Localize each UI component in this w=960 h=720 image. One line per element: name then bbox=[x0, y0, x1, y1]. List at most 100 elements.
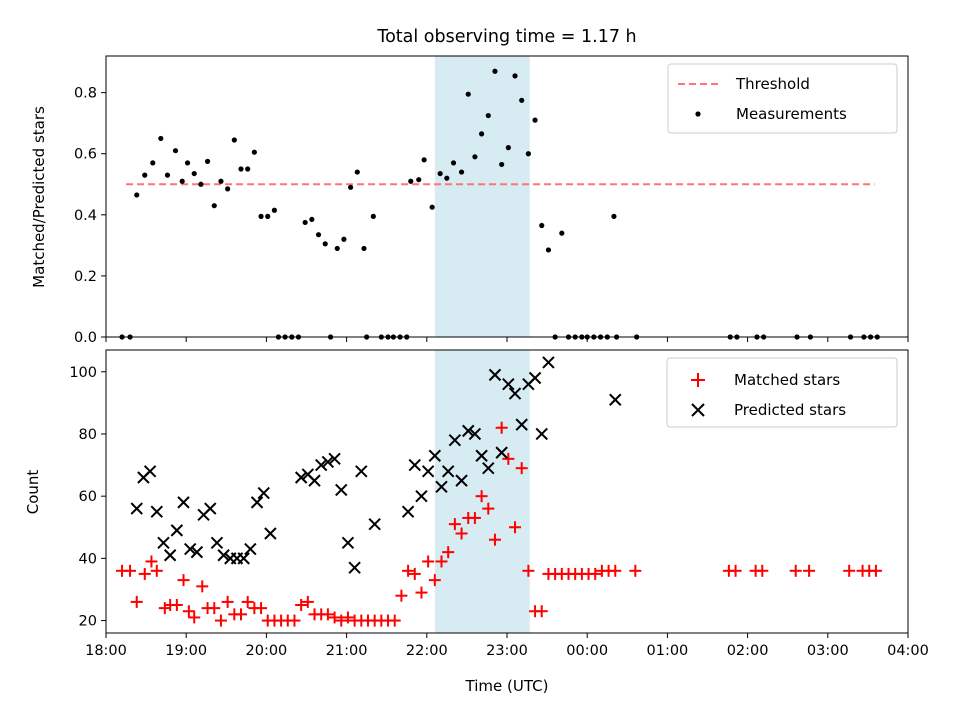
measurement-point bbox=[437, 170, 443, 177]
predicted-star-point bbox=[495, 446, 508, 459]
matched-star-point bbox=[488, 533, 501, 546]
predicted-star-point bbox=[408, 458, 421, 472]
predicted-star-point bbox=[508, 387, 522, 400]
measurement-point bbox=[245, 166, 251, 172]
measurement-point bbox=[505, 145, 511, 151]
matched-star-point bbox=[388, 614, 401, 627]
predicted-star-point bbox=[542, 356, 555, 369]
measurement-point bbox=[485, 112, 491, 119]
measurement-point bbox=[611, 213, 617, 219]
matched-star-point bbox=[448, 518, 461, 531]
measurement-point bbox=[184, 160, 191, 166]
measurement-point bbox=[315, 232, 322, 238]
predicted-star-point bbox=[348, 561, 361, 574]
predicted-star-point bbox=[170, 524, 184, 537]
x-tick-label: 00:00 bbox=[566, 643, 608, 659]
measurement-point bbox=[525, 151, 531, 157]
legend-predicted-label: Predicted stars bbox=[734, 401, 846, 419]
bottom-legend: Matched stars Predicted stars bbox=[666, 357, 898, 428]
measurement-point bbox=[416, 177, 422, 183]
measurement-point bbox=[559, 230, 565, 236]
predicted-star-point bbox=[190, 545, 204, 559]
predicted-star-point bbox=[355, 465, 368, 478]
x-tick-label: 01:00 bbox=[647, 643, 689, 659]
top-shaded-span bbox=[434, 56, 530, 337]
predicted-star-point bbox=[428, 449, 442, 462]
measurement-point bbox=[191, 170, 197, 177]
measurement-point bbox=[408, 178, 414, 184]
matched-star-point bbox=[177, 574, 190, 587]
measurement-point bbox=[309, 216, 315, 223]
predicted-star-point bbox=[264, 527, 277, 540]
bottom-y-ticks: 20 40 60 80 100 bbox=[69, 365, 106, 630]
predicted-star-point bbox=[157, 536, 170, 550]
x-tick-label: 04:00 bbox=[887, 643, 929, 659]
predicted-star-point bbox=[462, 424, 475, 438]
matched-star-point bbox=[395, 589, 408, 602]
predicted-star-point bbox=[475, 449, 488, 462]
measurement-point bbox=[499, 161, 505, 168]
measurement-point bbox=[492, 68, 498, 74]
matched-star-point bbox=[442, 546, 455, 559]
measurement-point bbox=[164, 172, 171, 178]
bottom-y-tick-label: 40 bbox=[79, 551, 97, 567]
predicted-star-point bbox=[341, 536, 355, 550]
measurement-point bbox=[472, 154, 478, 160]
measurement-point bbox=[361, 245, 367, 252]
predicted-star-point bbox=[294, 471, 308, 484]
legend-predicted-swatch bbox=[691, 403, 705, 417]
measurement-point bbox=[150, 160, 156, 166]
measurement-point bbox=[545, 247, 552, 253]
matched-star-point bbox=[455, 527, 468, 540]
predicted-star-point bbox=[321, 455, 335, 469]
bottom-y-tick-label: 80 bbox=[79, 427, 97, 443]
matched-star-point bbox=[221, 595, 234, 608]
predicted-star-point bbox=[257, 486, 270, 500]
predicted-star-point bbox=[368, 517, 381, 531]
predicted-star-point bbox=[401, 505, 415, 518]
matched-star-point bbox=[609, 564, 622, 577]
matched-star-point bbox=[435, 555, 448, 568]
measurement-point bbox=[134, 192, 140, 198]
measurement-point bbox=[465, 91, 471, 97]
predicted-star-point bbox=[468, 427, 482, 441]
legend-threshold-label: Threshold bbox=[735, 75, 810, 93]
measurement-point bbox=[334, 245, 340, 252]
predicted-star-point bbox=[204, 502, 217, 515]
predicted-star-point bbox=[435, 480, 448, 494]
measurement-point bbox=[172, 148, 179, 154]
legend-matched-swatch bbox=[691, 373, 705, 387]
predicted-star-point bbox=[441, 465, 455, 478]
predicted-star-point bbox=[150, 505, 164, 518]
x-tick-label: 03:00 bbox=[807, 643, 849, 659]
matched-star-point bbox=[235, 608, 248, 621]
matched-star-point bbox=[402, 564, 415, 577]
matched-star-point bbox=[145, 555, 158, 568]
matched-star-point bbox=[509, 521, 522, 534]
measurement-point bbox=[348, 184, 354, 190]
x-tick-label: 20:00 bbox=[246, 643, 288, 659]
measurement-point bbox=[198, 181, 204, 187]
legend-measurement-label: Measurements bbox=[736, 105, 847, 123]
predicted-star-point bbox=[535, 427, 548, 441]
top-legend-frame bbox=[667, 63, 898, 134]
measurement-point bbox=[258, 213, 264, 219]
predicted-star-point bbox=[328, 452, 341, 466]
matched-star-point bbox=[138, 567, 151, 580]
bottom-panel: 20 40 60 80 100 18:00 19:00 20:00 21:00 22:00 23:… bbox=[24, 349, 929, 695]
matched-star-point bbox=[729, 564, 742, 577]
x-tick-label: 23:00 bbox=[486, 643, 528, 659]
matched-star-point bbox=[335, 614, 348, 627]
measurement-point bbox=[444, 175, 450, 181]
matched-star-point bbox=[328, 611, 341, 624]
predicted-star-point bbox=[314, 458, 328, 472]
matched-star-point bbox=[869, 564, 882, 577]
measurement-point bbox=[302, 219, 308, 226]
matched-star-point bbox=[422, 555, 435, 568]
matched-star-point bbox=[843, 564, 856, 577]
measurement-point bbox=[158, 135, 164, 142]
measurement-point bbox=[354, 169, 360, 175]
measurement-point bbox=[458, 169, 465, 175]
matched-star-point bbox=[468, 511, 481, 524]
matched-star-point bbox=[408, 567, 421, 580]
